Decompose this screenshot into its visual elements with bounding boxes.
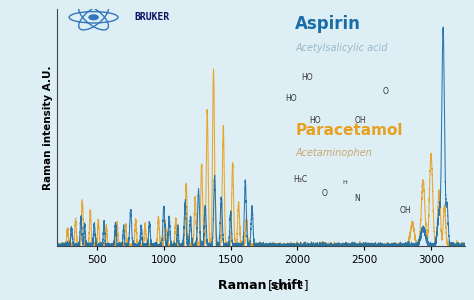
Text: BRUKER: BRUKER	[134, 12, 170, 22]
Text: HO: HO	[301, 73, 313, 82]
Text: O: O	[322, 189, 328, 198]
Text: N: N	[355, 194, 360, 203]
Text: OH: OH	[399, 206, 411, 215]
Text: H: H	[342, 180, 347, 184]
Text: Acetaminophen: Acetaminophen	[295, 148, 372, 158]
Text: [cm⁻¹]: [cm⁻¹]	[212, 279, 309, 292]
Text: HO: HO	[285, 94, 297, 103]
Y-axis label: Raman intensity A.U.: Raman intensity A.U.	[43, 65, 53, 190]
Text: OH: OH	[355, 116, 366, 125]
Text: HO: HO	[310, 116, 321, 125]
Text: Aspirin: Aspirin	[295, 15, 361, 33]
Text: H₃C: H₃C	[293, 175, 308, 184]
Text: Raman shift: Raman shift	[219, 279, 303, 292]
Text: Acetylsalicylic acid: Acetylsalicylic acid	[295, 44, 388, 53]
Text: Paracetamol: Paracetamol	[295, 123, 403, 138]
Text: O: O	[383, 87, 389, 96]
Circle shape	[88, 14, 99, 20]
